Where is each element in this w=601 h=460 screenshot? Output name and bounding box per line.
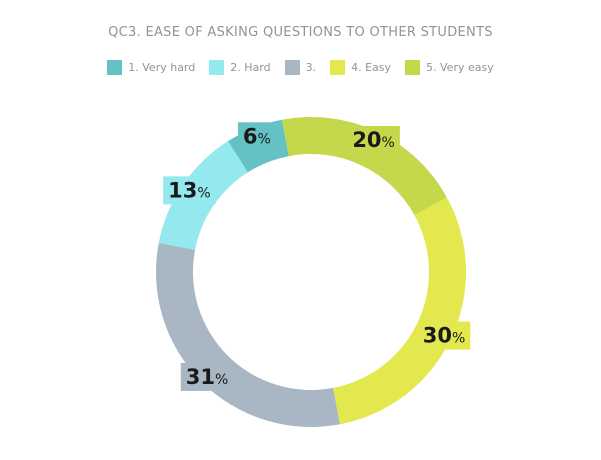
legend-item-neutral[interactable]: 3. — [284, 60, 317, 75]
slice-label-box-very-hard — [237, 122, 276, 151]
slice-label-box-easy — [417, 321, 471, 350]
legend-item-easy[interactable]: 4. Easy — [330, 60, 391, 75]
slice-label-neutral: 31% — [186, 365, 229, 389]
legend-swatch-very-easy — [405, 60, 421, 75]
slice-label-box-neutral — [180, 362, 234, 391]
slice-label-very-hard: 6% — [243, 124, 271, 148]
legend-label-easy: 4. Easy — [351, 61, 392, 74]
legend-swatch-hard — [209, 60, 225, 75]
slice-label-easy: 30% — [423, 324, 466, 348]
slice-neutral[interactable] — [156, 242, 341, 427]
legend-item-very-easy[interactable]: 5. Very easy — [405, 60, 494, 75]
slice-easy[interactable] — [333, 197, 466, 425]
chart-title: QC3. EASE OF ASKING QUESTIONS TO OTHER S… — [108, 25, 493, 40]
slice-label-box-hard — [163, 176, 216, 205]
legend-label-hard: 2. Hard — [230, 61, 271, 74]
legend-item-very-hard[interactable]: 1. Very hard — [107, 60, 195, 75]
donut-labels: 6% 13% 31% 30% 20% — [163, 122, 471, 391]
legend-label-very-easy: 5. Very easy — [426, 61, 494, 74]
slice-label-hard: 13% — [168, 178, 211, 202]
slice-label-box-very-easy — [347, 125, 400, 154]
slice-very-easy[interactable] — [281, 117, 447, 216]
slice-label-very-easy: 20% — [352, 128, 395, 152]
legend: 1. Very hard 2. Hard 3. 4. Easy 5. Very … — [0, 60, 601, 75]
legend-item-hard[interactable]: 2. Hard — [209, 60, 271, 75]
legend-swatch-neutral — [284, 60, 300, 75]
legend-label-very-hard: 1. Very hard — [128, 61, 196, 74]
legend-swatch-easy — [330, 60, 346, 75]
legend-label-neutral: 3. — [305, 61, 317, 74]
legend-swatch-very-hard — [107, 60, 123, 75]
